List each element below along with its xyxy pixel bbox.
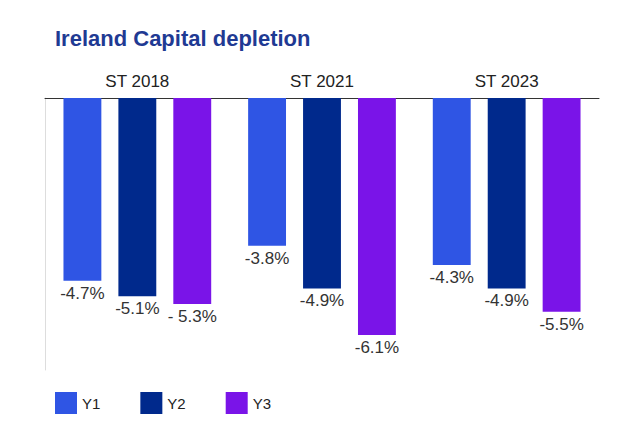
svg-text:-4.9%: -4.9%	[484, 291, 528, 310]
svg-text:-4.3%: -4.3%	[430, 268, 474, 287]
svg-text:Y1: Y1	[82, 395, 100, 412]
svg-text:-6.1%: -6.1%	[355, 338, 399, 357]
svg-text:Y2: Y2	[167, 395, 185, 412]
svg-text:Y3: Y3	[253, 395, 271, 412]
svg-text:-4.7%: -4.7%	[60, 284, 104, 303]
svg-text:-5.5%: -5.5%	[539, 315, 583, 334]
svg-text:ST 2021: ST 2021	[290, 72, 354, 91]
svg-text:Ireland Capital depletion: Ireland Capital depletion	[55, 26, 310, 51]
svg-text:- 5.3%: - 5.3%	[168, 307, 217, 326]
svg-text:-5.1%: -5.1%	[115, 299, 159, 318]
svg-text:-3.8%: -3.8%	[245, 249, 289, 268]
svg-text:-4.9%: -4.9%	[300, 291, 344, 310]
svg-text:ST 2023: ST 2023	[475, 72, 539, 91]
svg-text:ST 2018: ST 2018	[105, 72, 169, 91]
